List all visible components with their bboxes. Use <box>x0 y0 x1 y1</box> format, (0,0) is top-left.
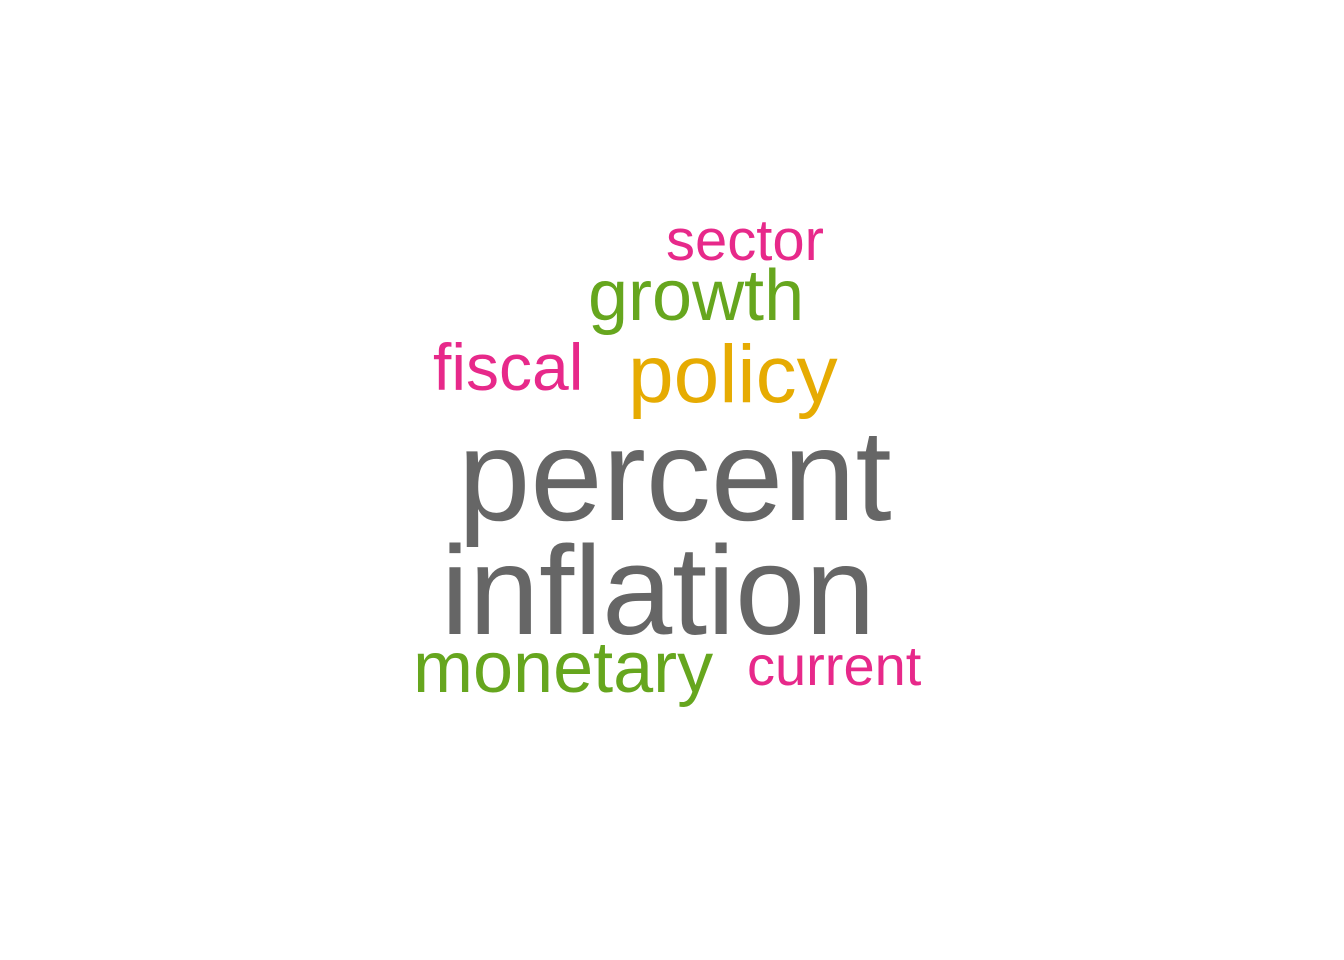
word-fiscal: fiscal <box>433 330 584 404</box>
word-growth: growth <box>588 256 805 336</box>
word-percent: percent <box>458 402 892 548</box>
word-inflation: inflation <box>441 520 876 661</box>
word-current: current <box>747 634 922 697</box>
word-monetary: monetary <box>413 628 714 708</box>
word-sector: sector <box>666 208 824 273</box>
word-policy: policy <box>628 329 838 420</box>
